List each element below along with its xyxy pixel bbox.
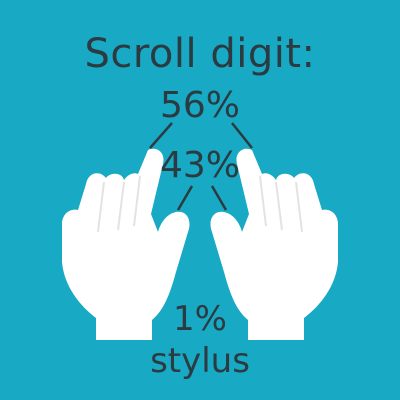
- connector-line-mid-right: [210, 185, 228, 211]
- left-hand-icon: [62, 148, 190, 340]
- graphic-title: Scroll digit:: [84, 31, 316, 77]
- stylus-percentage: 1%: [173, 299, 227, 339]
- one-finger-percentage: 43%: [159, 145, 240, 186]
- connector-line-top-right: [231, 122, 253, 149]
- connector-line-mid-left: [176, 185, 194, 211]
- right-hand-icon: [210, 148, 338, 340]
- stylus-label: stylus: [150, 341, 250, 381]
- two-finger-percentage: 56%: [159, 85, 240, 126]
- connector-line-top-left: [149, 122, 173, 149]
